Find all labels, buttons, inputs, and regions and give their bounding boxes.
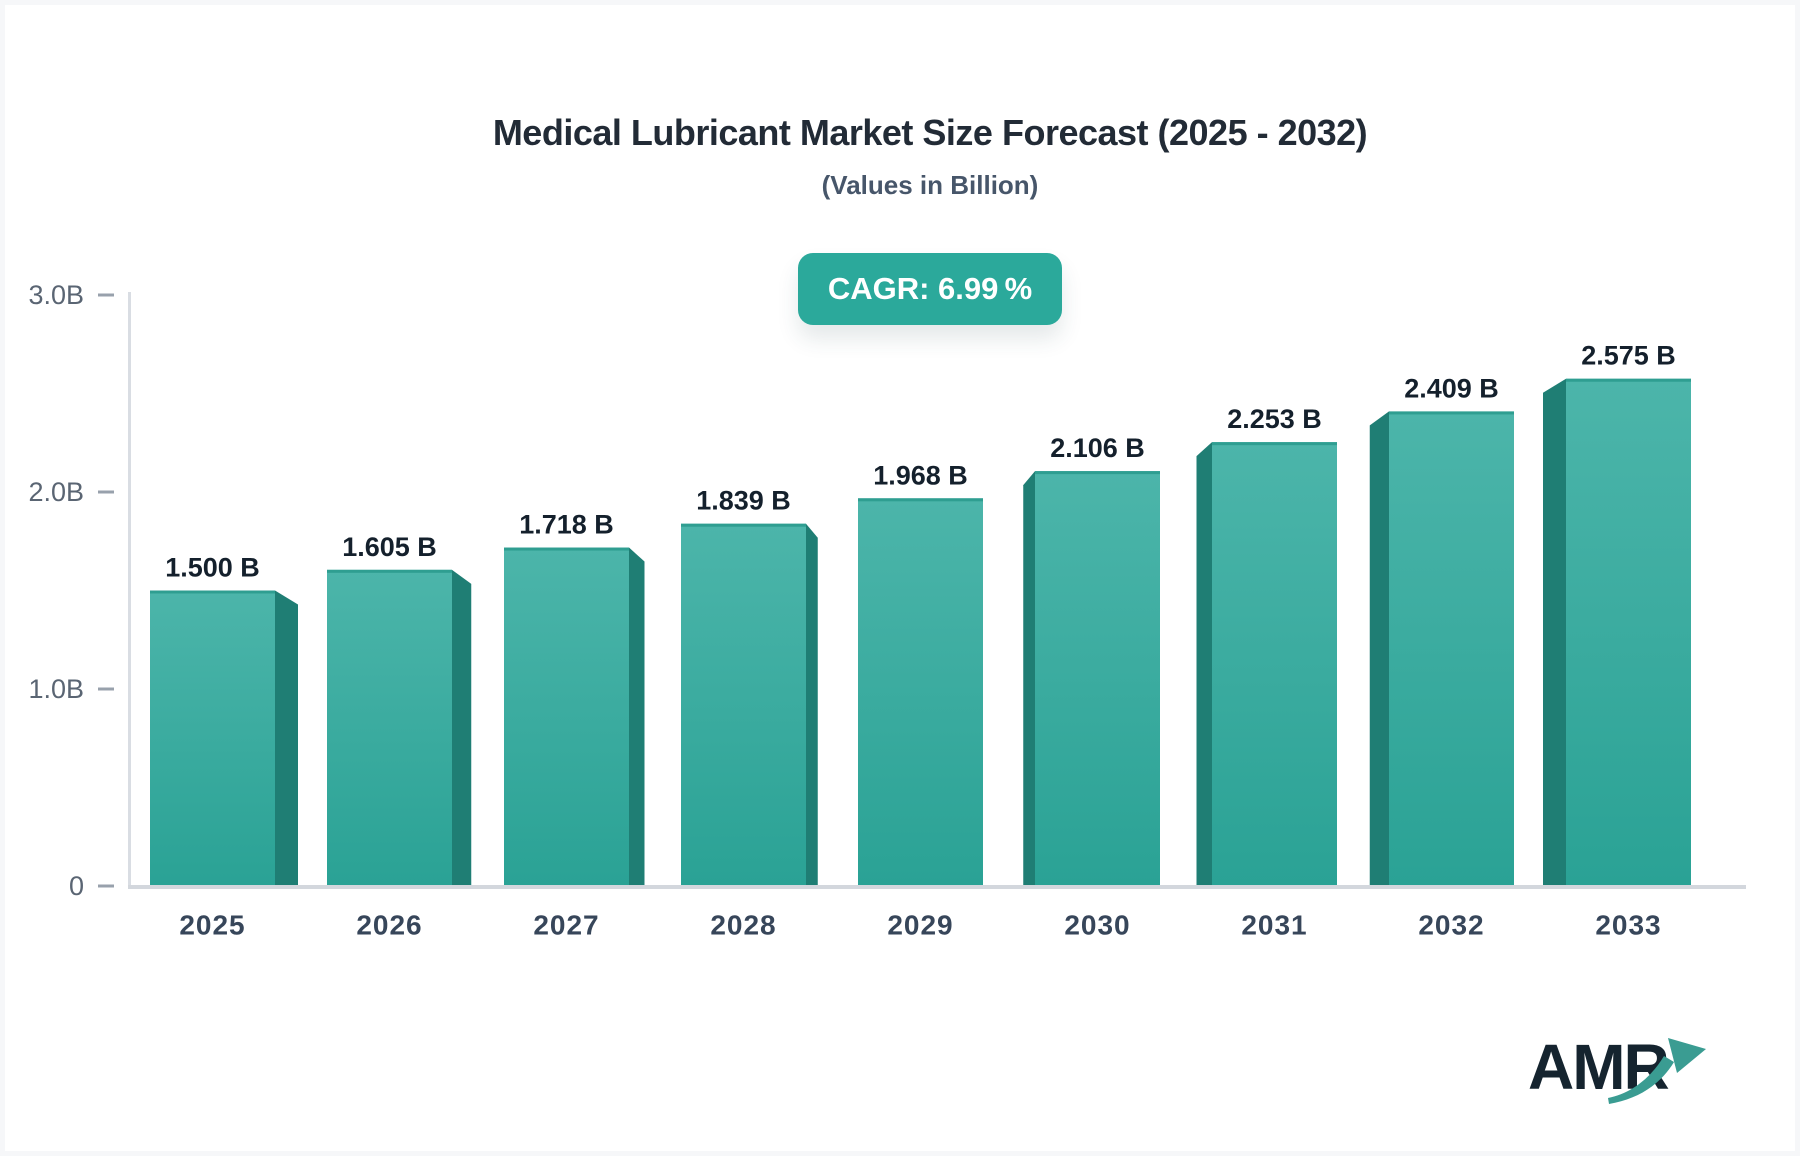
bar-2027 — [504, 547, 629, 886]
bar-top-edge-2025 — [150, 590, 275, 594]
x-axis-line — [128, 885, 1746, 889]
x-label-2031: 2031 — [1241, 910, 1307, 941]
x-label-2033: 2033 — [1595, 910, 1661, 941]
bar-2032 — [1389, 411, 1514, 886]
bar-top-edge-2033 — [1566, 378, 1691, 382]
y-tick-mark — [98, 490, 114, 494]
bar-side-2025 — [275, 590, 298, 886]
x-label-2025: 2025 — [179, 910, 245, 941]
bar-top-edge-2026 — [327, 569, 452, 573]
bar-side-2030 — [1023, 471, 1035, 886]
bar-2025 — [150, 590, 275, 886]
bar-top-edge-2029 — [858, 498, 983, 502]
value-label-2029: 1.968 B — [873, 460, 968, 490]
bar-2033 — [1566, 378, 1691, 886]
value-label-2025: 1.500 B — [165, 553, 260, 583]
y-tick-mark — [98, 884, 114, 888]
y-axis-line — [128, 292, 131, 888]
bar-2026 — [327, 569, 452, 886]
x-label-2030: 2030 — [1064, 910, 1130, 941]
bar-side-2032 — [1369, 411, 1389, 886]
value-label-2030: 2.106 B — [1050, 433, 1145, 463]
bar-side-2027 — [629, 547, 645, 886]
y-tick-label: 0 — [69, 871, 84, 901]
y-tick-label: 1.0B — [28, 674, 84, 704]
x-label-2027: 2027 — [533, 910, 599, 941]
value-label-2032: 2.409 B — [1404, 373, 1499, 403]
bar-top-edge-2031 — [1212, 442, 1337, 446]
x-label-2026: 2026 — [356, 910, 422, 941]
cagr-badge: CAGR: 6.99 % — [797, 253, 1063, 325]
x-label-2029: 2029 — [887, 910, 953, 941]
bar-2031 — [1212, 442, 1337, 886]
value-label-2026: 1.605 B — [342, 532, 437, 562]
page-subtitle: (Values in Billion) — [821, 170, 1039, 200]
value-label-2033: 2.575 B — [1581, 341, 1676, 371]
x-label-2032: 2032 — [1418, 910, 1484, 941]
page-title: Medical Lubricant Market Size Forecast (… — [492, 112, 1368, 153]
bar-side-2028 — [806, 523, 818, 886]
y-tick-mark — [98, 293, 114, 297]
bar-side-2031 — [1196, 442, 1212, 886]
bar-2030 — [1035, 471, 1160, 886]
bar-top-edge-2027 — [504, 547, 629, 551]
y-tick-label: 3.0B — [28, 280, 84, 310]
brand-logo: AMR — [1528, 1030, 1728, 1120]
bar-2028 — [681, 523, 806, 886]
y-tick-mark — [98, 687, 114, 691]
x-label-2028: 2028 — [710, 910, 776, 941]
cagr-badge-wrap: CAGR: 6.99 % — [115, 253, 1745, 325]
value-label-2028: 1.839 B — [696, 486, 791, 516]
value-label-2027: 1.718 B — [519, 510, 614, 540]
y-tick-label: 2.0B — [28, 477, 84, 507]
value-label-2031: 2.253 B — [1227, 404, 1322, 434]
bar-side-2026 — [452, 569, 472, 886]
bar-side-2033 — [1543, 378, 1566, 886]
growth-arrow-icon — [1608, 1038, 1706, 1104]
brand-logo-text: AMR — [1528, 1031, 1670, 1103]
chart-header: Medical Lubricant Market Size Forecast (… — [115, 0, 1745, 200]
bar-2029 — [858, 498, 983, 886]
bar-top-edge-2032 — [1389, 411, 1514, 415]
bar-top-edge-2030 — [1035, 471, 1160, 475]
bar-top-edge-2028 — [681, 523, 806, 527]
